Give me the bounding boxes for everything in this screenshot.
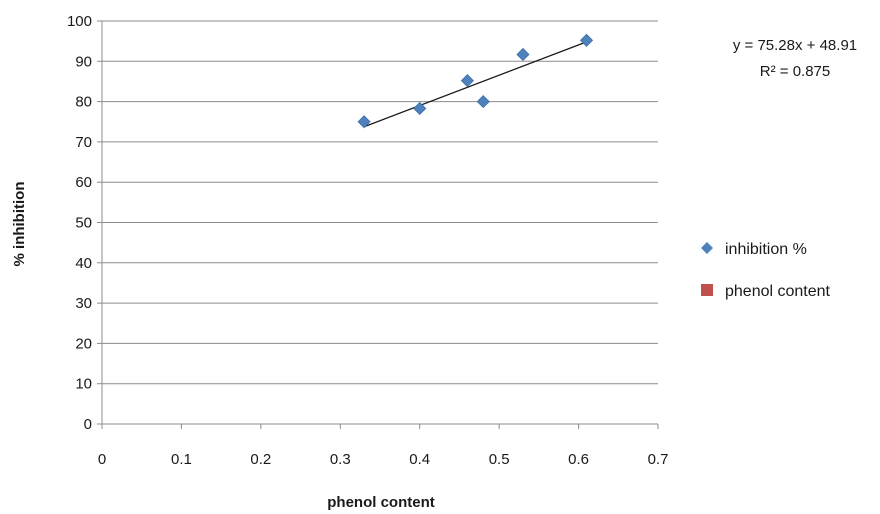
y-tick-label: 30 [75,295,92,312]
x-tick-label: 0.3 [330,451,351,468]
data-point [357,115,371,129]
legend-marker [701,242,713,254]
y-tick-label: 20 [75,335,92,352]
y-tick-label: 40 [75,255,92,272]
data-point [516,47,530,62]
data-point [413,101,427,116]
x-tick-labels: 0 0.1 0.2 0.3 0.4 0.5 0.6 0.7 [98,451,669,468]
legend-label: phenol content [725,283,831,300]
y-tick-label: 100 [67,13,92,30]
y-tick-labels: 0 10 20 30 40 50 60 70 80 90 100 [67,13,92,433]
y-tick-label: 80 [75,94,92,111]
x-tick-label: 0 [98,451,106,468]
x-tick-label: 0.4 [409,451,430,468]
y-axis-title: % inhibition [11,182,28,267]
gridlines [102,20,658,385]
y-tick-label: 60 [75,174,92,191]
y-tick-label: 90 [75,53,92,70]
x-tick-label: 0.5 [489,451,510,468]
x-tick-label: 0.1 [171,451,192,468]
y-tick-label: 50 [75,215,92,232]
x-tick-label: 0.7 [648,451,669,468]
x-tick-label: 0.6 [568,451,589,468]
x-axis-title: phenol content [327,494,435,511]
trendline-r-squared: R² = 0.875 [760,63,830,80]
y-tick-label: 0 [84,416,92,433]
data-point [476,95,490,109]
legend-marker [701,284,713,296]
x-tick-label: 0.2 [250,451,271,468]
data-point [460,74,474,88]
data-point [579,33,594,47]
legend: inhibition % phenol content [701,241,831,300]
trendline-path [363,41,587,128]
legend-label: inhibition % [725,241,807,258]
axes [97,20,659,429]
y-tick-label: 70 [75,134,92,151]
y-tick-label: 10 [75,376,92,393]
data-points [357,33,594,129]
trendline [363,41,587,128]
trendline-equation: y = 75.28x + 48.91 [733,37,857,54]
